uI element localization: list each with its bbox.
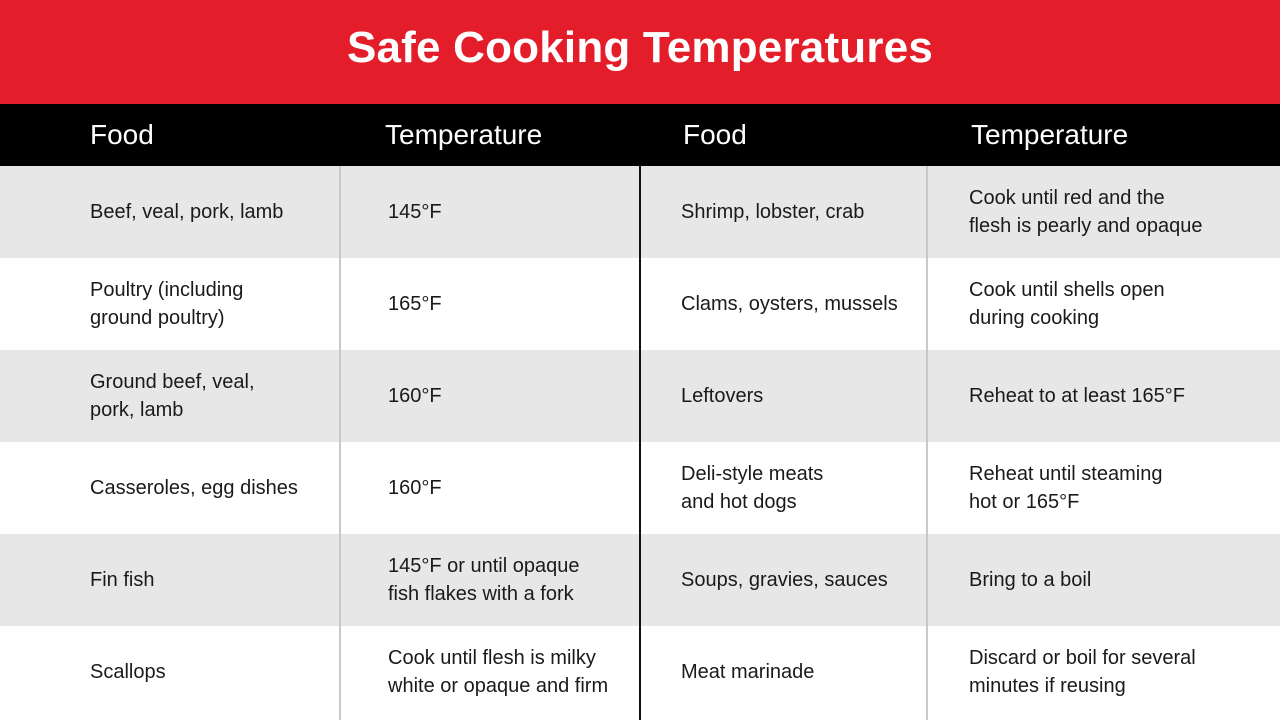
temperature-cell: Bring to a boil [969,569,1092,591]
food-cell: Casseroles, egg dishes [90,477,298,499]
temperature-cell: 160°F [388,477,442,499]
temperature-cell: 145°F or until opaque fish flakes with a… [388,555,580,605]
temperature-cell: 160°F [388,385,442,407]
food-cell: Ground beef, veal, pork, lamb [90,371,255,421]
column-divider [339,166,341,720]
header-temperature-left: Temperature [385,119,543,150]
food-cell: Soups, gravies, sauces [681,569,888,591]
food-cell: Fin fish [90,569,155,591]
temperature-cell: Reheat to at least 165°F [969,385,1185,407]
header-food-right: Food [683,119,747,150]
temperature-cell: Cook until red and the flesh is pearly a… [969,187,1203,237]
temperature-cell: Reheat until steaming hot or 165°F [969,463,1163,513]
temperature-cell: Discard or boil for several minutes if r… [969,647,1196,697]
header-temperature-right: Temperature [971,119,1129,150]
header-food-left: Food [90,119,154,150]
temperature-cell: 165°F [388,293,442,315]
center-divider [639,166,641,720]
food-cell: Beef, veal, pork, lamb [90,201,284,223]
table-header: Food Temperature Food Temperature [0,104,1280,166]
title-banner: Safe Cooking Temperatures [0,0,1280,104]
food-cell: Clams, oysters, mussels [681,293,898,315]
temperature-cell: Cook until shells open during cooking [969,279,1165,329]
food-cell: Leftovers [681,385,764,407]
food-cell: Scallops [90,661,166,683]
column-divider [926,166,928,720]
food-cell: Poultry (including ground poultry) [90,279,244,329]
food-cell: Meat marinade [681,661,815,683]
food-cell: Deli-style meats and hot dogs [681,463,824,513]
food-cell: Shrimp, lobster, crab [681,201,865,223]
temperature-cell: Cook until flesh is milky white or opaqu… [388,647,609,697]
page-title: Safe Cooking Temperatures [346,23,934,72]
temperature-cell: 145°F [388,201,442,223]
